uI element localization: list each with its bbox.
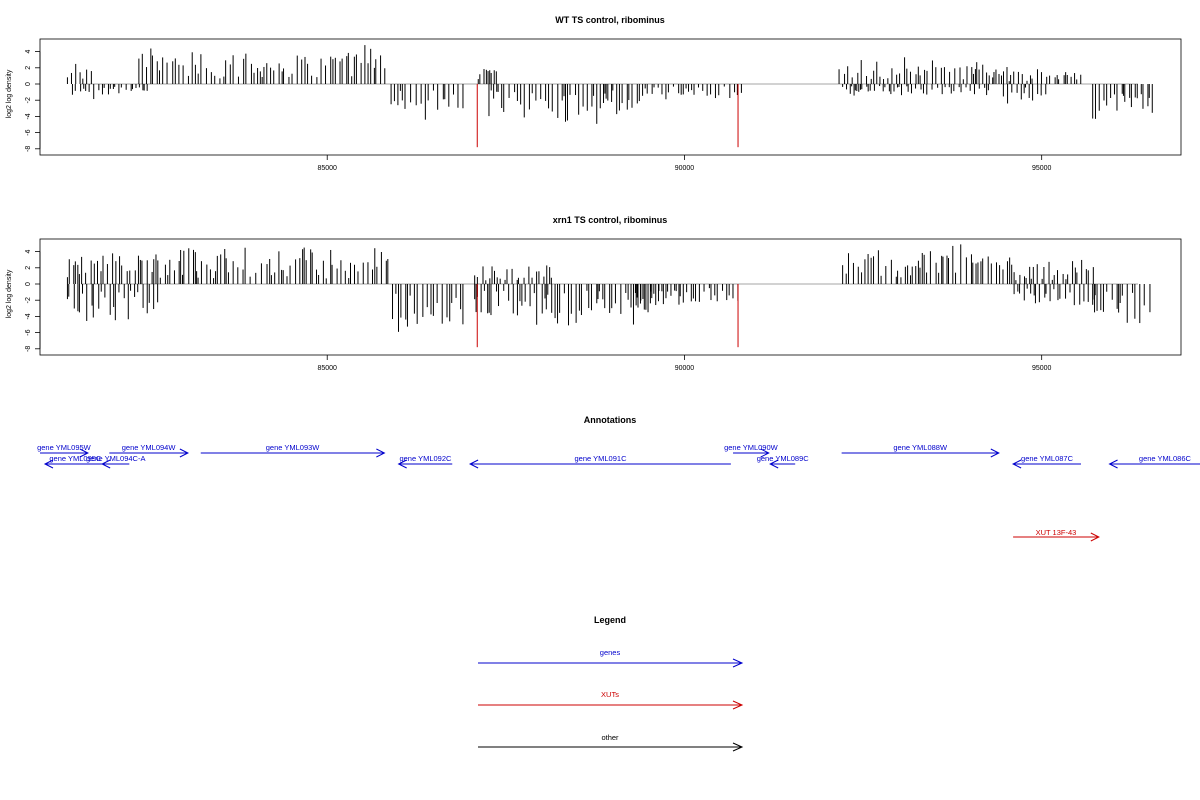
coverage-panel-wt: WT TS control, ribominus log2 log densit…	[6, 15, 1182, 172]
x-tick-label: 95000	[1032, 165, 1052, 172]
gene-annotation: gene YML088W	[841, 443, 1000, 458]
gene-row-1: gene YML095W gene YML094W gene YML093W gene…	[37, 443, 1000, 458]
y-tick-label: -8	[25, 346, 32, 352]
x-tick-label: 85000	[317, 165, 337, 172]
coverage-panel-xrn1: xrn1 TS control, ribominus log2 log dens…	[6, 215, 1182, 372]
arrow-head-icon	[397, 459, 407, 469]
arrow-head-icon	[1108, 459, 1118, 469]
gene-annotation: gene YML094C-A	[86, 454, 145, 469]
gene-annotation: gene YML092C	[397, 454, 453, 469]
y-axis-ticks: -8 -6 -4 -2 0 2 4	[25, 50, 41, 152]
gene-label: gene YML088W	[893, 443, 948, 452]
arrow-head-icon	[732, 742, 744, 752]
y-tick-label: -8	[25, 146, 32, 152]
gene-label: gene YML086C	[1139, 454, 1192, 463]
x-axis-ticks: 85000 90000 95000	[317, 155, 1052, 172]
y-tick-label: 0	[25, 82, 32, 86]
gene-annotation: gene YML095C	[43, 454, 106, 469]
gene-label: gene YML092C	[399, 454, 452, 463]
gene-label: gene YML089C	[757, 454, 810, 463]
gene-annotation: gene YML087C	[1011, 454, 1081, 469]
xut-row: XUT 13F-43	[1013, 528, 1100, 542]
arrow-head-icon	[760, 448, 770, 458]
x-axis-ticks: 85000 90000 95000	[317, 355, 1052, 372]
legend-panel: Legend genes XUTs other	[478, 615, 744, 752]
y-tick-label: 4	[25, 50, 32, 54]
coverage-bars	[66, 45, 1153, 148]
y-axis-label: log2 log density	[6, 269, 13, 318]
gene-annotation: gene YML091C	[468, 454, 731, 469]
arrow-head-icon	[769, 459, 779, 469]
x-tick-label: 85000	[317, 365, 337, 372]
gene-label: gene YML090W	[724, 443, 779, 452]
y-tick-label: 2	[25, 66, 32, 70]
arrow-head-icon	[1011, 459, 1022, 469]
gene-label: XUT 13F-43	[1036, 528, 1077, 537]
gene-annotation: gene YML090W	[724, 443, 779, 458]
gene-annotation: gene YML086C	[1108, 454, 1200, 469]
plot-frame	[39, 238, 1182, 356]
plot-frame	[39, 38, 1182, 156]
legend-label: genes	[600, 648, 621, 657]
coverage-bars	[66, 244, 1151, 348]
legend-title: Legend	[594, 615, 626, 625]
y-axis-ticks: -8 -6 -4 -2 0 2 4	[25, 250, 41, 352]
y-tick-label: -6	[25, 129, 32, 135]
y-tick-label: -2	[25, 97, 32, 103]
arrow-head-icon	[732, 658, 744, 668]
y-tick-label: -4	[25, 313, 32, 319]
arrow-head-icon	[43, 459, 54, 469]
y-tick-label: -2	[25, 297, 32, 303]
gene-label: gene YML091C	[575, 454, 628, 463]
y-tick-label: -6	[25, 329, 32, 335]
gene-annotation: gene YML089C	[757, 454, 810, 469]
arrow-head-icon	[79, 448, 89, 458]
y-tick-label: 0	[25, 282, 32, 286]
y-tick-label: 2	[25, 266, 32, 270]
gene-annotation: gene YML094W	[109, 443, 190, 458]
y-axis-label: log2 log density	[6, 69, 13, 118]
panel-title: xrn1 TS control, ribominus	[553, 215, 668, 225]
arrow-head-icon	[732, 700, 744, 710]
legend-label: other	[601, 733, 619, 742]
gene-annotation: gene YML093W	[200, 443, 386, 458]
annotations-panel: Annotations gene YML095W gene YML094W gene…	[37, 415, 1200, 542]
y-tick-label: -4	[25, 113, 32, 119]
arrow-head-icon	[468, 459, 479, 469]
gene-label: gene YML095W	[37, 443, 92, 452]
legend-item-genes: genes	[478, 648, 744, 668]
arrow-head-icon	[179, 448, 190, 458]
arrow-head-icon	[990, 448, 1000, 458]
gene-label: gene YML087C	[1021, 454, 1074, 463]
x-tick-label: 90000	[675, 165, 695, 172]
panel-title: WT TS control, ribominus	[555, 15, 665, 25]
legend-label: XUTs	[601, 690, 619, 699]
y-tick-label: 4	[25, 250, 32, 254]
gene-label: gene YML093W	[266, 443, 321, 452]
gene-label: gene YML095C	[49, 454, 102, 463]
arrow-head-icon	[101, 459, 111, 469]
gene-annotation: XUT 13F-43	[1013, 528, 1100, 542]
gene-label: gene YML094W	[122, 443, 177, 452]
x-tick-label: 95000	[1032, 365, 1052, 372]
arrow-head-icon	[1090, 532, 1100, 542]
gene-annotation: gene YML095W	[37, 443, 92, 458]
legend-item-other: other	[478, 733, 744, 752]
annotations-title: Annotations	[584, 415, 637, 425]
legend-item-xuts: XUTs	[478, 690, 744, 710]
gene-label: gene YML094C-A	[86, 454, 145, 463]
x-tick-label: 90000	[675, 365, 695, 372]
arrow-head-icon	[376, 448, 386, 458]
